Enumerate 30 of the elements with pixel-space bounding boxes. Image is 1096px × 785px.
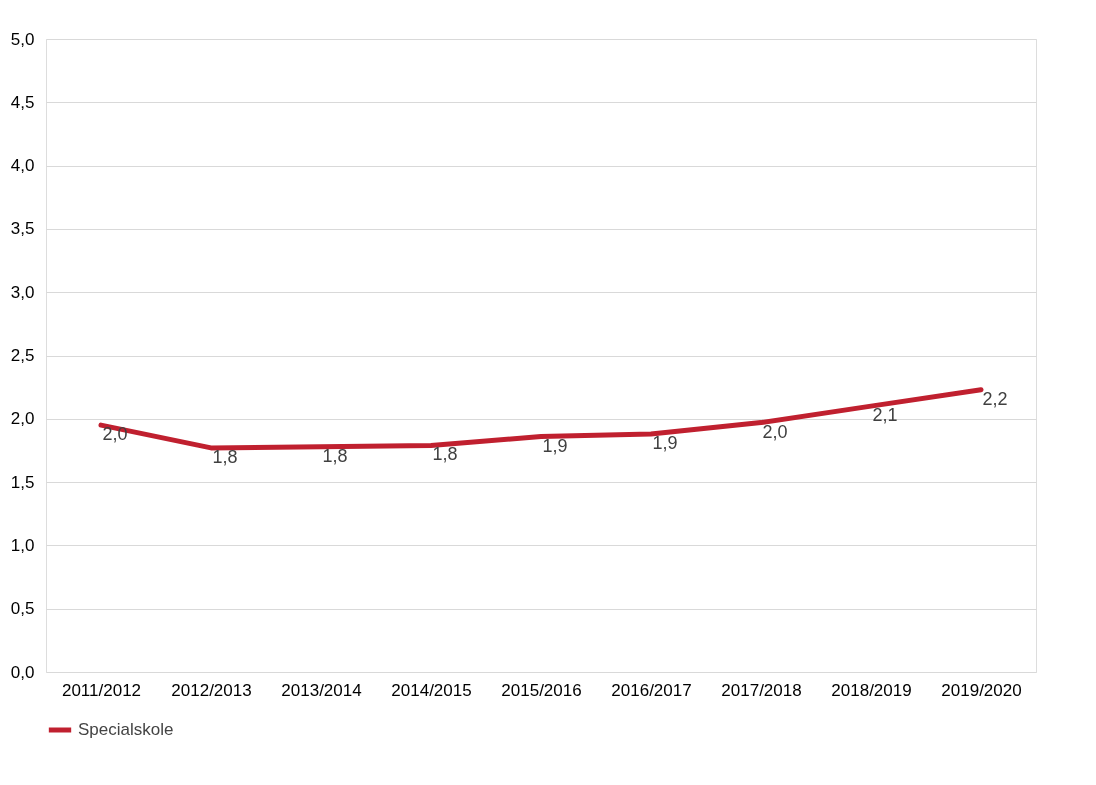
data-label: 2,0 (102, 424, 128, 445)
y-tick-label: 0,0 (10, 662, 35, 682)
data-label: 1,9 (542, 435, 568, 456)
data-label: 1,8 (432, 444, 458, 465)
data-label: 2,0 (762, 421, 788, 442)
x-tick-label: 2018/2019 (831, 680, 912, 700)
y-tick-label: 3,0 (10, 282, 35, 302)
x-tick-label: 2014/2015 (391, 680, 472, 700)
x-tick-label: 2016/2017 (611, 680, 692, 700)
x-tick-label: 2011/2012 (61, 680, 142, 700)
y-tick-label: 1,5 (10, 472, 35, 492)
y-tick-label: 3,5 (10, 219, 35, 239)
data-label: 1,9 (652, 432, 678, 453)
y-tick-label: 2,5 (10, 346, 35, 365)
y-tick-label: 4,0 (10, 156, 35, 176)
x-tick-label: 2015/2016 (501, 680, 582, 700)
y-tick-label: 1,0 (10, 535, 35, 555)
data-label: 2,2 (982, 388, 1008, 409)
data-label: 2,1 (872, 405, 898, 426)
y-tick-label: 5,0 (10, 29, 35, 49)
x-tick-label: 2017/2018 (721, 680, 802, 700)
x-tick-label: 2013/2014 (281, 680, 362, 700)
y-tick-label: 2,0 (10, 409, 35, 429)
x-tick-label: 2012/2013 (171, 680, 252, 700)
y-tick-label: 0,5 (10, 599, 35, 619)
legend-label: Specialskole (78, 720, 174, 739)
x-tick-label: 2019/2020 (941, 680, 1022, 700)
data-label: 1,8 (212, 446, 238, 467)
y-tick-label: 4,5 (10, 92, 35, 112)
data-label: 1,8 (322, 445, 348, 466)
